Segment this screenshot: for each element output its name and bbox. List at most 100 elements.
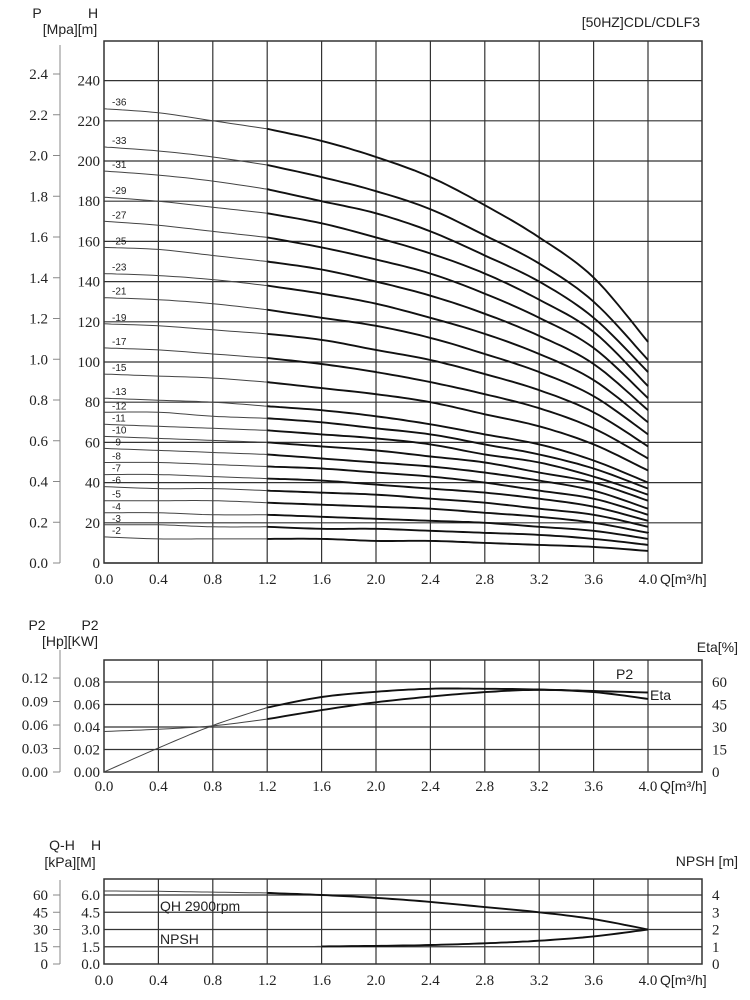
head-x-tick-label: 0.8 (203, 572, 222, 588)
head-curve-stage-13-thin (103, 397, 268, 407)
head-curve-stage-3-thin (104, 524, 268, 528)
head-tick-label: 180 (78, 194, 101, 210)
eta-curve (267, 687, 649, 709)
power-x-tick-label: 3.2 (530, 779, 549, 795)
qh-curve (267, 891, 649, 931)
npsh-curve (321, 928, 649, 948)
head-curve-stage-4 (267, 513, 649, 540)
npsh-axis-title: NPSH [m] (676, 853, 738, 869)
power-x-tick-label: 4.0 (639, 779, 658, 795)
qh-x-tick-label: 0.0 (95, 973, 114, 989)
power-x-tick-label: 2.8 (475, 779, 494, 795)
kw-tick-label: 0.08 (74, 675, 100, 691)
kw-axis-title: P2 (81, 617, 98, 633)
eta-curve-thin (103, 707, 268, 773)
stage-label: -25 (112, 236, 127, 247)
qh-curve-thin (104, 890, 268, 894)
head-curve-stage-23 (267, 284, 649, 424)
h-tick-label: 6.0 (81, 888, 100, 904)
pressure-tick-label: 1.6 (29, 230, 48, 246)
head-tick-label: 120 (78, 315, 101, 331)
qh-x-tick-label: 3.2 (530, 973, 549, 989)
power-x-tick-label: 0.0 (95, 779, 114, 795)
kw-tick-label: 0.00 (74, 765, 100, 781)
npsh-tick-label: 4 (712, 888, 720, 904)
power-x-tick-label: 1.2 (258, 779, 277, 795)
head-tick-label: 60 (85, 435, 100, 451)
pressure-tick-label: 0.4 (29, 475, 48, 491)
eta-tick-label: 15 (712, 743, 727, 759)
head-curve-stage-11 (267, 429, 649, 496)
head-curve-stage-9 (267, 453, 649, 510)
pressure-tick-label: 1.4 (29, 271, 48, 287)
qh-x-tick-label: 1.2 (258, 973, 277, 989)
head-tick-label: 160 (78, 234, 101, 250)
head-curve-stage-17-thin (103, 347, 268, 359)
head-x-tick-label: 1.6 (312, 572, 331, 588)
chart-title: [50HZ]CDL/CDLF3 (582, 14, 700, 30)
stage-label: -15 (112, 363, 127, 374)
qh-x-tick-label: 2.0 (367, 973, 386, 989)
head-curve-stage-2-thin (103, 536, 268, 540)
head-curve-stage-4-thin (103, 512, 268, 516)
head-curve-stage-33-thin (103, 146, 268, 166)
pressure-tick-label: 1.8 (29, 189, 48, 205)
head-tick-label: 0 (93, 556, 101, 572)
kw-tick-label: 0.04 (74, 720, 101, 736)
head-curve-stage-31-thin (103, 170, 268, 190)
npsh-tick-label: 1 (712, 940, 720, 956)
eta-tick-label: 60 (712, 675, 727, 691)
head-curve-stage-17 (267, 357, 649, 460)
head-curve-stage-23-thin (103, 273, 268, 287)
power-x-tick-label: 3.6 (584, 779, 603, 795)
kpa-axis-title: Q-H (49, 837, 75, 853)
stage-label: -11 (112, 413, 126, 424)
h-tick-label: 1.5 (81, 940, 100, 956)
head-curve-stage-13 (267, 405, 649, 484)
head-curve-stage-19-thin (103, 323, 268, 335)
npsh-curve-label: NPSH (160, 931, 199, 947)
head-x-tick-label: 3.6 (584, 572, 603, 588)
head-curve-stage-33 (266, 164, 649, 361)
head-curve-stage-8-thin (104, 461, 268, 467)
pressure-tick-label: 0.2 (29, 515, 48, 531)
kpa-tick-label: 60 (33, 888, 48, 904)
head-curve-stage-29-thin (103, 196, 268, 214)
head-x-tick-label: 2.4 (421, 572, 440, 588)
head-x-tick-label: 3.2 (530, 572, 549, 588)
qh-x-tick-label: 1.6 (312, 973, 331, 989)
axis-units: [Mpa][m] (43, 21, 97, 37)
head-tick-label: 140 (78, 275, 101, 291)
head-curve-stage-5 (267, 501, 649, 534)
head-curve-stage-10 (267, 441, 649, 502)
stage-label: -8 (112, 452, 121, 463)
axis-units: [kPa][M] (44, 854, 95, 870)
power-x-tick-label: 0.8 (203, 779, 222, 795)
pressure-tick-label: 1.0 (29, 352, 48, 368)
head-curve-stage-15-thin (103, 373, 268, 383)
qh-x-tick-label: 2.8 (475, 973, 494, 989)
stage-label: -29 (112, 186, 127, 197)
head-x-tick-label: 4.0 (639, 572, 658, 588)
pressure-tick-label: 2.2 (29, 108, 48, 124)
power-plot-frame (103, 659, 703, 773)
head-tick-label: 40 (85, 476, 100, 492)
head-tick-label: 240 (78, 74, 101, 90)
head-tick-label: 20 (85, 516, 100, 532)
eta-tick-label: 0 (712, 765, 720, 781)
stage-label: -36 (112, 98, 127, 109)
qh-x-tick-label: 4.0 (639, 973, 658, 989)
stage-label: -33 (112, 136, 127, 147)
head-curve-stage-21-thin (103, 297, 268, 311)
npsh-tick-label: 0 (712, 957, 720, 973)
pressure-tick-label: 0.8 (29, 393, 48, 409)
head-x-tick-label: 2.0 (367, 572, 386, 588)
stage-label: -12 (112, 401, 127, 412)
head-curve-stage-29 (267, 212, 649, 387)
head-curve-stage-19 (267, 332, 649, 448)
pressure-tick-label: 2.4 (29, 67, 48, 83)
eta-axis-title: Eta[%] (697, 639, 738, 655)
head-curve-stage-11-thin (103, 423, 268, 431)
